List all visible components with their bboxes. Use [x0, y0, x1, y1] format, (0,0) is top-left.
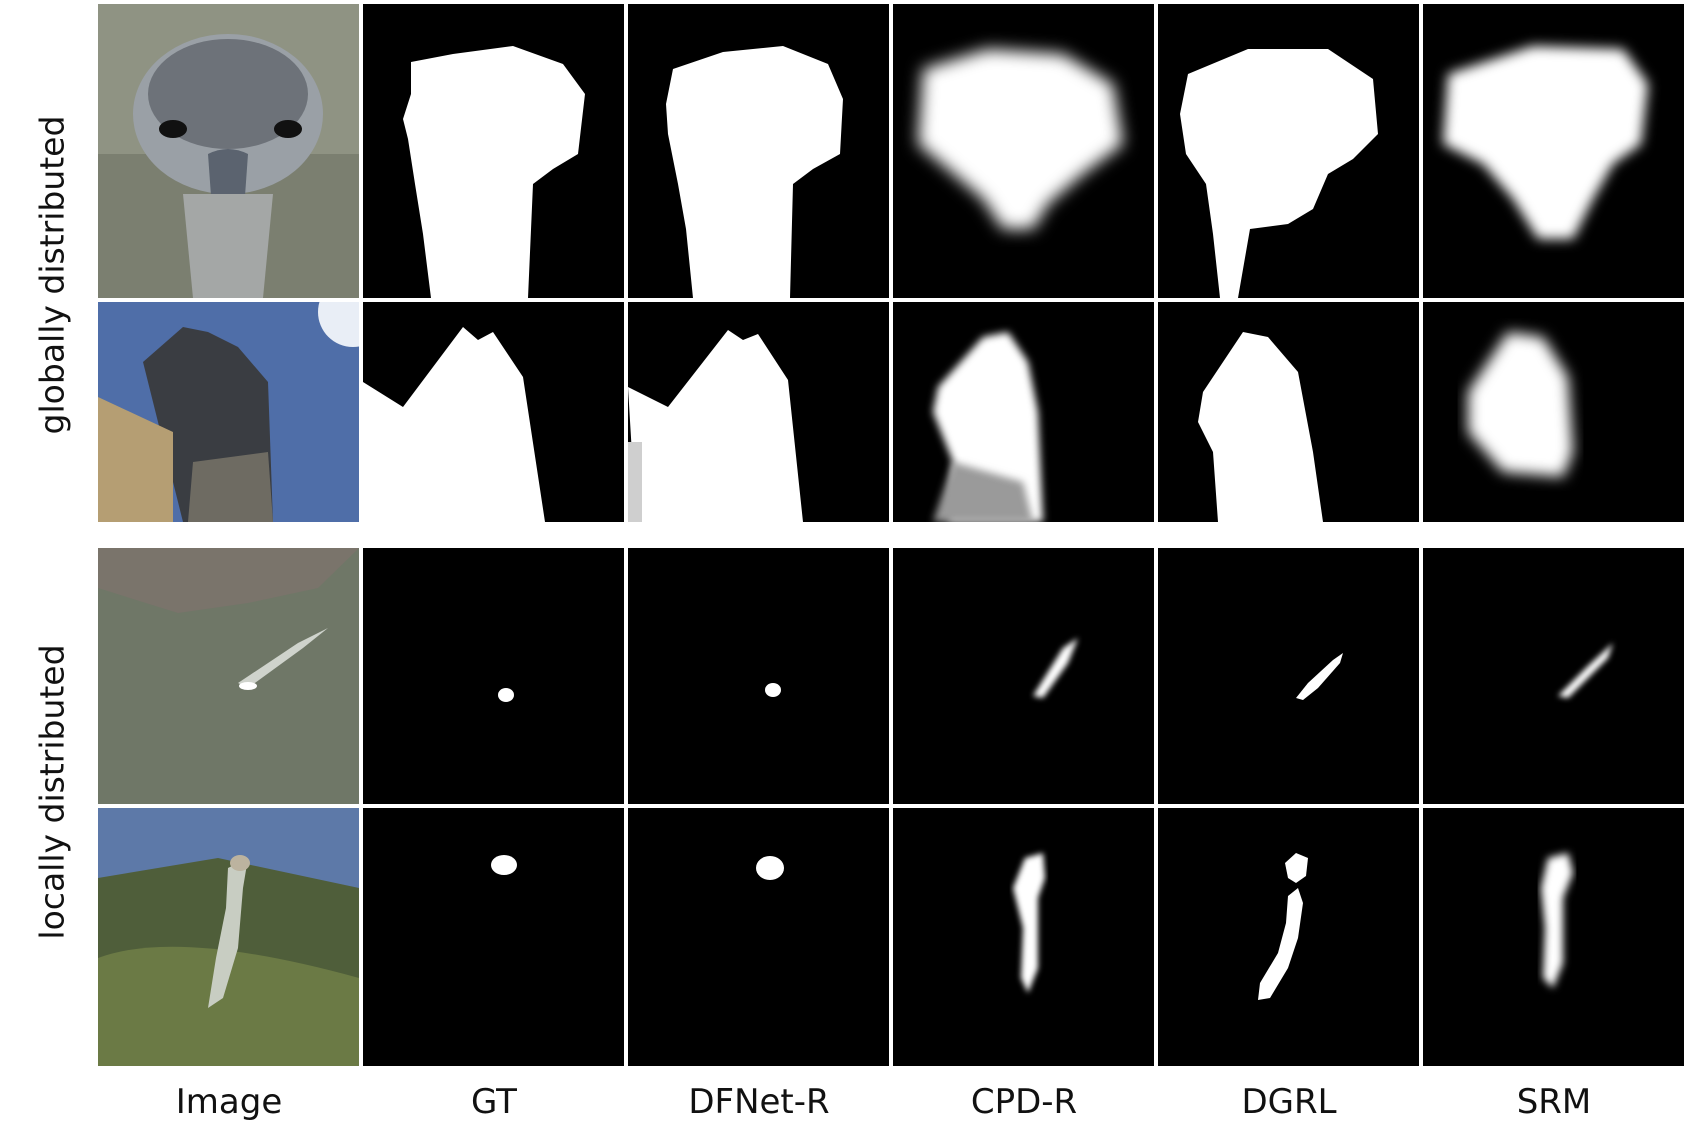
- mask-cpd-bird: [893, 808, 1154, 1066]
- mask-gt-skyscraper: [363, 302, 624, 522]
- image-boat: [98, 548, 359, 804]
- col-label-dgrl: DGRL: [1241, 1082, 1337, 1122]
- mask-cpd-emu: [893, 4, 1154, 298]
- mask-gt-emu: [363, 4, 624, 298]
- mask-dfnet-boat: [628, 548, 889, 804]
- mask-gt-boat: [363, 548, 624, 804]
- mask-cpd-skyscraper: [893, 302, 1154, 522]
- col-label-gt: GT: [471, 1082, 517, 1122]
- mask-srm-emu: [1423, 4, 1684, 298]
- col-label-image: Image: [175, 1082, 283, 1122]
- mask-dgrl-boat: [1158, 548, 1419, 804]
- mask-gt-bird: [363, 808, 624, 1066]
- col-label-srm: SRM: [1516, 1082, 1592, 1122]
- mask-srm-skyscraper: [1423, 302, 1684, 522]
- group-label-global: globally distributed: [32, 115, 72, 435]
- mask-srm-boat: [1423, 548, 1684, 804]
- col-label-cpd: CPD-R: [970, 1082, 1078, 1122]
- mask-dgrl-bird: [1158, 808, 1419, 1066]
- mask-cpd-boat: [893, 548, 1154, 804]
- image-skyscraper: [98, 302, 359, 522]
- mask-srm-bird: [1423, 808, 1684, 1066]
- image-emu: [98, 4, 359, 298]
- mask-dfnet-emu: [628, 4, 889, 298]
- group-label-local: locally distributed: [32, 644, 72, 940]
- mask-dgrl-emu: [1158, 4, 1419, 298]
- col-label-dfnet: DFNet-R: [688, 1082, 830, 1122]
- mask-dfnet-skyscraper: [628, 302, 889, 522]
- image-bird: [98, 808, 359, 1066]
- mask-dfnet-bird: [628, 808, 889, 1066]
- mask-dgrl-skyscraper: [1158, 302, 1419, 522]
